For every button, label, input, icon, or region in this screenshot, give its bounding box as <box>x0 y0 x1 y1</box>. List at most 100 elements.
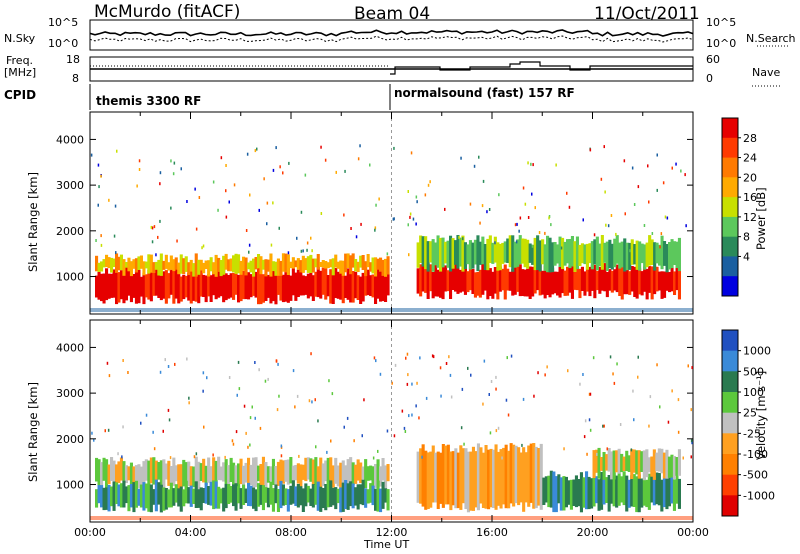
backscatter-cell <box>224 459 228 488</box>
scatter-point <box>138 159 141 163</box>
backscatter-cell <box>483 268 487 291</box>
scatter-point <box>510 354 513 358</box>
backscatter-cell <box>521 238 525 264</box>
backscatter-cell <box>336 261 340 269</box>
backscatter-cell <box>281 274 285 303</box>
backscatter-cell <box>351 462 355 485</box>
scatter-point <box>405 356 407 360</box>
backscatter-cell <box>281 460 285 484</box>
backscatter-cell <box>284 253 288 273</box>
scatter-point <box>155 253 157 257</box>
scatter-point <box>659 245 661 249</box>
backscatter-cell <box>296 269 300 297</box>
backscatter-cell <box>122 480 126 508</box>
backscatter-cell <box>466 271 470 293</box>
backscatter-cell <box>419 264 423 297</box>
backscatter-cell <box>102 487 106 511</box>
cpid-label: CPID <box>4 88 37 102</box>
scatter-point <box>629 249 631 253</box>
backscatter-cell <box>635 450 639 475</box>
colorbar-swatch <box>722 177 738 198</box>
backscatter-cell <box>192 466 196 488</box>
backscatter-cell <box>374 269 378 304</box>
backscatter-cell <box>508 235 512 268</box>
backscatter-cell <box>252 457 256 489</box>
scatter-point <box>116 149 118 153</box>
backscatter-cell <box>374 257 378 277</box>
backscatter-cell <box>668 242 672 270</box>
scatter-point <box>538 231 541 234</box>
backscatter-cell <box>134 465 138 482</box>
backscatter-cell <box>446 240 450 268</box>
scatter-point <box>619 423 622 426</box>
backscatter-cell <box>670 477 674 504</box>
backscatter-cell <box>638 268 642 295</box>
backscatter-cell <box>605 454 609 471</box>
scatter-point <box>249 416 252 420</box>
scatter-point <box>533 394 535 398</box>
backscatter-cell <box>184 480 188 504</box>
backscatter-cell <box>643 266 647 292</box>
backscatter-cell <box>449 451 453 511</box>
scatter-point <box>582 373 584 376</box>
backscatter-cell <box>296 483 300 508</box>
scatter-point <box>560 246 563 250</box>
backscatter-cell <box>662 476 666 508</box>
backscatter-cell <box>172 270 176 304</box>
backscatter-cell <box>110 257 114 273</box>
scatter-point <box>431 354 434 358</box>
backscatter-cell <box>570 236 574 267</box>
backscatter-cell <box>620 265 624 300</box>
scatter-point <box>195 452 198 456</box>
freq-tick-low: 8 <box>72 72 79 85</box>
backscatter-cell <box>102 259 106 268</box>
backscatter-cell <box>600 472 604 510</box>
backscatter-cell <box>164 254 168 269</box>
backscatter-cell <box>568 239 572 269</box>
backscatter-cell <box>588 266 592 297</box>
backscatter-cell <box>511 235 515 272</box>
nsearch-trace <box>89 35 694 43</box>
scatter-point <box>152 430 154 434</box>
scatter-point <box>259 426 262 430</box>
backscatter-cell <box>244 488 248 503</box>
backscatter-cell <box>159 460 163 486</box>
backscatter-cell <box>257 483 261 507</box>
backscatter-cell <box>232 462 236 488</box>
backscatter-cell <box>570 266 574 299</box>
backscatter-cell <box>299 268 303 296</box>
backscatter-cell <box>229 486 233 503</box>
scatter-point <box>490 380 493 383</box>
backscatter-cell <box>474 451 478 508</box>
station-title: McMurdo (fitACF) <box>94 2 241 22</box>
scatter-point <box>486 210 488 214</box>
scatter-point <box>671 389 673 393</box>
backscatter-cell <box>351 483 355 509</box>
backscatter-cell <box>177 464 181 490</box>
scatter-point <box>445 362 448 365</box>
backscatter-cell <box>361 272 365 302</box>
backscatter-cell <box>334 487 338 510</box>
backscatter-cell <box>486 238 490 271</box>
backscatter-cell <box>167 262 171 271</box>
backscatter-cell <box>174 267 178 299</box>
backscatter-cell <box>281 253 285 272</box>
backscatter-cell <box>361 255 365 270</box>
backscatter-cell <box>635 269 639 299</box>
backscatter-cell <box>640 451 644 472</box>
backscatter-cell <box>359 276 363 304</box>
scatter-point <box>386 429 389 433</box>
backscatter-cell <box>157 462 161 480</box>
backscatter-cell <box>142 261 146 276</box>
scatter-point <box>690 439 693 443</box>
backscatter-cell <box>451 238 455 269</box>
backscatter-cell <box>597 447 601 479</box>
scatter-point <box>100 234 102 238</box>
backscatter-cell <box>137 267 141 304</box>
scatter-point <box>314 398 316 402</box>
backscatter-cell <box>219 260 223 277</box>
scatter-point <box>460 156 462 160</box>
backscatter-cell <box>129 484 133 508</box>
backscatter-cell <box>648 235 652 266</box>
scatter-point <box>656 363 658 367</box>
